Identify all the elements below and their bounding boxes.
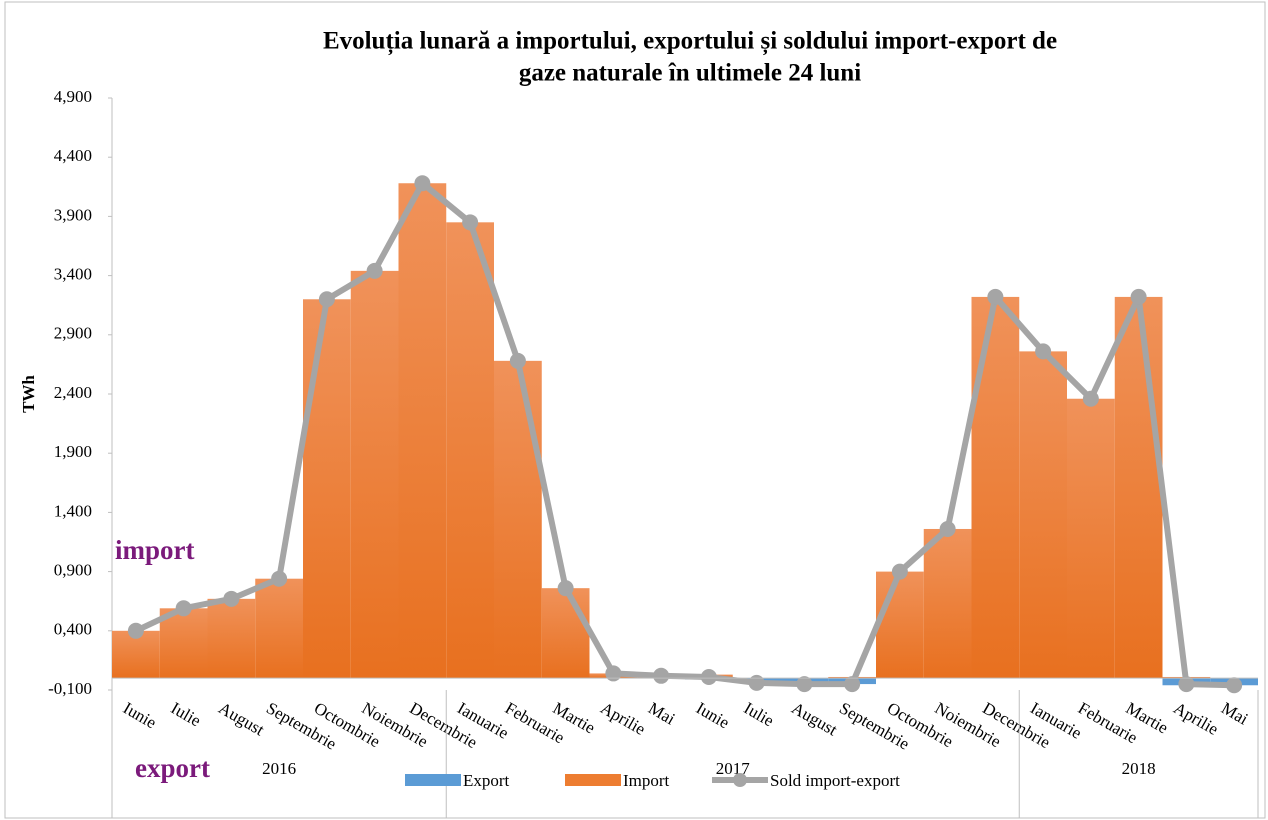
bar (350, 270, 399, 679)
marker (223, 590, 240, 607)
bar (1067, 398, 1115, 679)
bar (971, 296, 1020, 679)
marker (509, 352, 526, 369)
x-tick-label: Iulie (741, 698, 777, 730)
y-tick-label: 2,400 (54, 383, 92, 402)
x-tick-label: Iulie (168, 698, 204, 730)
bar (1114, 296, 1163, 679)
legend-label: Export (463, 771, 510, 790)
legend-swatch (733, 773, 747, 787)
x-tick-label: Iunie (693, 698, 733, 732)
marker (1178, 676, 1195, 693)
y-tick-label: 4,400 (54, 146, 92, 165)
y-tick-label: 2,900 (54, 324, 92, 343)
marker (127, 622, 144, 639)
legend-label: Import (623, 771, 670, 790)
legend-swatch (405, 774, 461, 786)
marker (891, 563, 908, 580)
y-tick-label: 0,900 (54, 561, 92, 580)
bar (159, 608, 208, 679)
bar (541, 588, 590, 679)
annotation: export (135, 753, 210, 783)
bar (255, 578, 303, 679)
marker (1130, 288, 1147, 305)
y-tick-label: 1,400 (54, 501, 92, 520)
bar (876, 571, 924, 679)
marker (366, 262, 383, 279)
x-tick-label: Aprilie (1170, 698, 1221, 739)
marker (1082, 390, 1099, 407)
marker (748, 674, 765, 691)
y-tick-label: -0,100 (48, 679, 92, 698)
legend-label: Sold import-export (770, 771, 900, 790)
bar (207, 598, 256, 679)
y-axis-label: TWh (19, 375, 38, 413)
x-tick-label: August (215, 698, 267, 739)
marker (987, 288, 1004, 305)
y-tick-label: 1,900 (54, 442, 92, 461)
marker (605, 665, 622, 682)
marker (1035, 343, 1052, 360)
x-tick-label: Iunie (120, 698, 160, 732)
marker (557, 580, 574, 597)
line (134, 180, 1235, 689)
marker (700, 668, 717, 685)
marker (796, 676, 813, 693)
bar (1019, 351, 1067, 679)
marker (414, 175, 431, 192)
legend-swatch (565, 774, 621, 786)
bar (446, 222, 494, 679)
x-tick-label: Mai (1218, 698, 1251, 728)
y-tick-label: 4,900 (54, 87, 92, 106)
y-tick-label: 3,900 (54, 205, 92, 224)
chart-border (4, 1, 1266, 819)
marker (462, 214, 479, 231)
x-tick-label: Mai (645, 698, 678, 728)
chart-subtitle: gaze naturale în ultimele 24 luni (519, 60, 861, 87)
x-tick-label: Aprilie (597, 698, 648, 739)
year-label: 2018 (1122, 759, 1156, 778)
marker (175, 600, 192, 617)
bar (494, 360, 542, 679)
bar (303, 299, 351, 679)
marker (939, 520, 956, 537)
marker (318, 291, 335, 308)
y-tick-label: 0,400 (54, 620, 92, 639)
bar (923, 528, 972, 679)
chart-title: Evoluția lunară a importului, exportului… (323, 28, 1057, 56)
year-label: 2017 (716, 759, 751, 778)
x-tick-label: August (788, 698, 840, 739)
y-tick-label: 3,400 (54, 265, 92, 284)
bar (398, 183, 447, 679)
year-label: 2016 (262, 759, 296, 778)
marker (271, 570, 288, 587)
marker (844, 676, 861, 693)
marker (1226, 677, 1243, 694)
marker (653, 667, 670, 684)
annotation: import (115, 535, 194, 565)
